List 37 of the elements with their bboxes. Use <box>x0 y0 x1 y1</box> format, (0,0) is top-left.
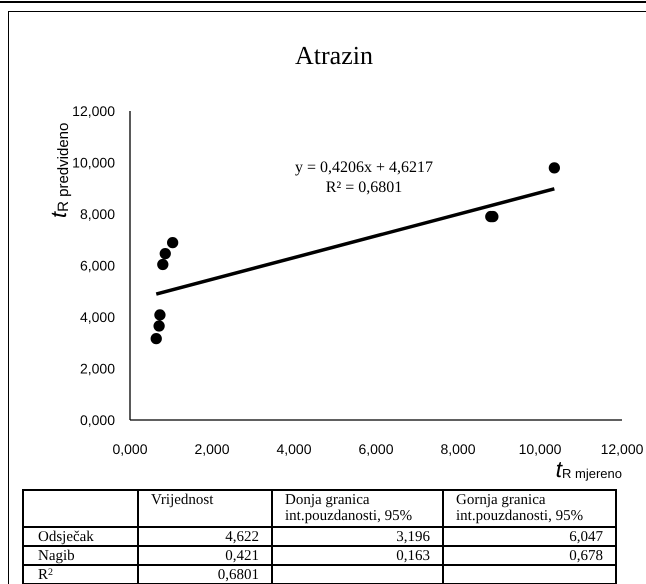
point <box>157 258 168 270</box>
point <box>150 333 162 344</box>
y-tick-label: 10,000 <box>72 154 116 170</box>
text: 6,047 <box>569 529 603 545</box>
category-label: Gornja granica int.pouzdanosti, 95% <box>443 490 616 527</box>
category-label: Vrijednost <box>138 490 272 527</box>
text: 0,421 <box>225 548 259 564</box>
y-tick-label: 4,000 <box>80 308 116 325</box>
category-label: Odsječak <box>38 529 94 545</box>
x-tick-label: 0,000 <box>112 440 148 457</box>
y-tick-label: 8,000 <box>80 206 116 222</box>
y-tick-label: 12,000 <box>72 102 116 119</box>
x-tick-label: 2,000 <box>194 440 230 457</box>
text: 3,196 <box>396 529 430 545</box>
annotation: y = 0,4206x + 4,6217 <box>294 158 434 178</box>
category-label: Donja granica int.pouzdanosti, 95% <box>272 490 443 527</box>
x-tick-label: 8,000 <box>440 440 476 457</box>
annotation: R² = 0,6801 <box>324 178 404 198</box>
text: 0,163 <box>396 548 430 564</box>
chart-title: Atrazin <box>294 40 374 72</box>
text: 0,678 <box>569 548 603 564</box>
point <box>167 236 178 248</box>
point <box>154 309 166 321</box>
point <box>160 248 171 260</box>
text: 4,622 <box>225 529 259 545</box>
x-tick-label: 10,000 <box>518 440 562 457</box>
x-tick-label: 12,000 <box>600 440 644 457</box>
category-label: R$^{2}$ <box>38 567 54 583</box>
text: 0,6801 <box>218 567 259 583</box>
point <box>548 162 560 174</box>
y-tick-label: 6,000 <box>80 257 116 274</box>
x-tick-label: 4,000 <box>276 440 312 457</box>
y-tick-label: 2,000 <box>80 360 116 376</box>
category-label: Nagib <box>38 548 75 564</box>
x-tick-label: 6,000 <box>358 440 394 457</box>
y-tick-label: 0,000 <box>80 412 116 428</box>
point <box>153 320 165 332</box>
